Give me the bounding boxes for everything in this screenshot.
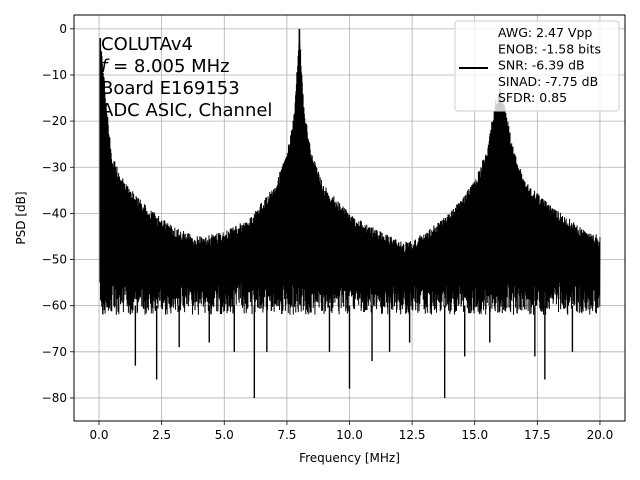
y-tick-label: −10 [42, 68, 67, 82]
annotation-line: Board E169153 [101, 78, 240, 99]
y-tick-label: −80 [42, 391, 67, 405]
legend-entry-line: ENOB: -1.58 bits [498, 41, 601, 56]
annotation-line: f = 8.005 MHz [101, 56, 230, 77]
x-tick-label: 0.0 [89, 428, 108, 442]
psd-series [99, 28, 601, 398]
x-tick-label: 20.0 [587, 428, 614, 442]
x-axis-ticks: 0.0 2.5 5.0 7.5 10.0 12.5 15.0 17.5 20.0 [89, 421, 613, 442]
legend-box [454, 20, 620, 112]
x-tick-label: 5.0 [215, 428, 234, 442]
y-tick-label: −20 [42, 114, 67, 128]
x-tick-label: 7.5 [277, 428, 296, 442]
y-tick-label: −60 [42, 299, 67, 313]
y-tick-label: −40 [42, 206, 67, 220]
annotation-line: ADC ASIC, Channel [101, 100, 272, 121]
x-tick-label: 2.5 [152, 428, 171, 442]
y-tick-label: 0 [59, 22, 67, 36]
legend-entry-line: SNR: -6.39 dB [498, 58, 585, 73]
x-tick-label: 10.0 [336, 428, 363, 442]
x-axis-label: Frequency [MHz] [299, 451, 400, 465]
annotation-line: COLUTAv4 [101, 34, 193, 55]
x-tick-label: 12.5 [399, 428, 426, 442]
x-tick-label: 17.5 [524, 428, 551, 442]
legend-entry-line: AWG: 2.47 Vpp [498, 25, 592, 40]
annotation-text: = 8.005 MHz [107, 56, 229, 77]
y-axis-label: PSD [dB] [14, 191, 28, 244]
y-tick-label: −30 [42, 160, 67, 174]
annotation-text: COLUTAv4 [101, 34, 193, 55]
y-tick-label: −50 [42, 253, 67, 267]
annotation-italic: f [101, 56, 110, 77]
y-tick-label: −70 [42, 345, 67, 359]
annotation-text: ADC ASIC, Channel [101, 100, 272, 121]
psd-trace [99, 33, 601, 315]
legend-entry-line: SFDR: 0.85 [498, 90, 567, 105]
annotation-text: Board E169153 [101, 78, 240, 99]
legend-entry-line: SINAD: -7.75 dB [498, 74, 598, 89]
x-tick-label: 15.0 [461, 428, 488, 442]
y-axis-ticks: 0 −10 −20 −30 −40 −50 −60 −70 −80 [42, 22, 74, 405]
